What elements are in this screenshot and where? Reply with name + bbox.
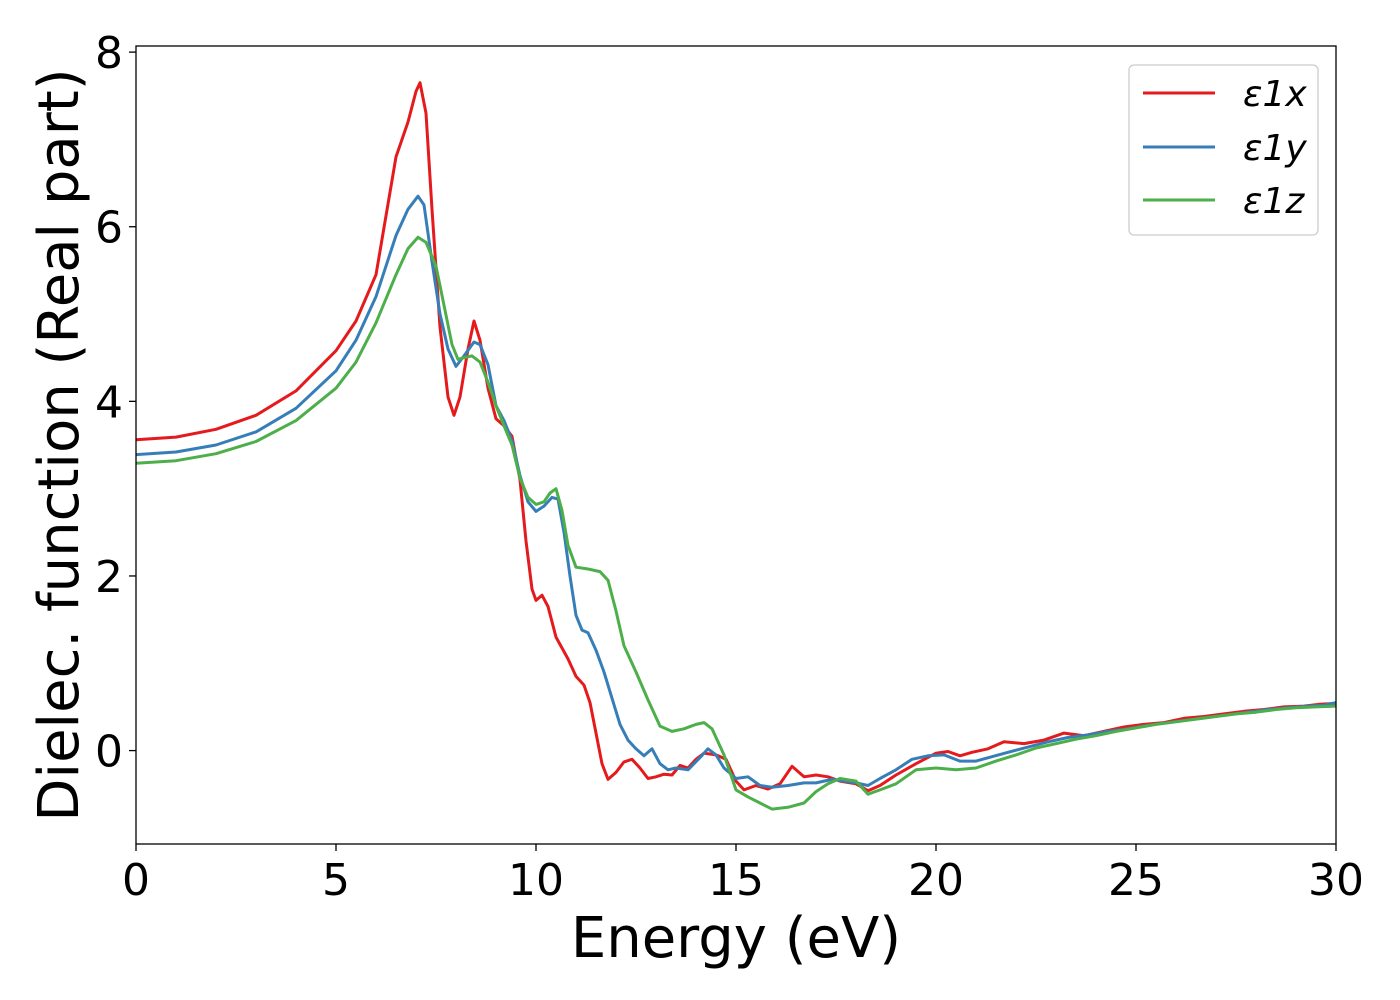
x-tick-label: 30 — [1308, 855, 1364, 906]
x-tick-label: 10 — [508, 855, 564, 906]
x-tick-label: 25 — [1108, 855, 1164, 906]
x-tick-label: 15 — [708, 855, 764, 906]
plot-lines — [135, 81, 1337, 811]
y-tick-label: 6 — [95, 203, 123, 254]
legend-label-e1y: ε1y — [1243, 128, 1307, 169]
y-tick-label: 4 — [95, 377, 123, 428]
legend-label-e1z: ε1z — [1243, 181, 1305, 222]
x-tick-label: 0 — [122, 855, 150, 906]
y-axis-label: Dielec. function (Real part) — [27, 68, 92, 821]
legend-box — [1128, 64, 1319, 236]
x-axis-ticks: 0 5 10 15 20 25 30 — [122, 844, 1364, 906]
series-line-2 — [135, 235, 1337, 811]
legend-label-e1x: ε1x — [1243, 74, 1307, 115]
y-tick-label: 8 — [95, 28, 123, 79]
x-tick-label: 5 — [322, 855, 350, 906]
y-axis-ticks: 0 2 4 6 8 — [95, 28, 136, 778]
y-tick-label: 0 — [95, 727, 123, 778]
x-tick-label: 20 — [908, 855, 964, 906]
x-axis-label: Energy (eV) — [571, 906, 901, 971]
series-line-0 — [135, 81, 1337, 793]
legend: ε1x ε1y ε1z — [1128, 64, 1319, 236]
y-tick-label: 2 — [95, 552, 123, 603]
series-line-1 — [135, 194, 1337, 789]
